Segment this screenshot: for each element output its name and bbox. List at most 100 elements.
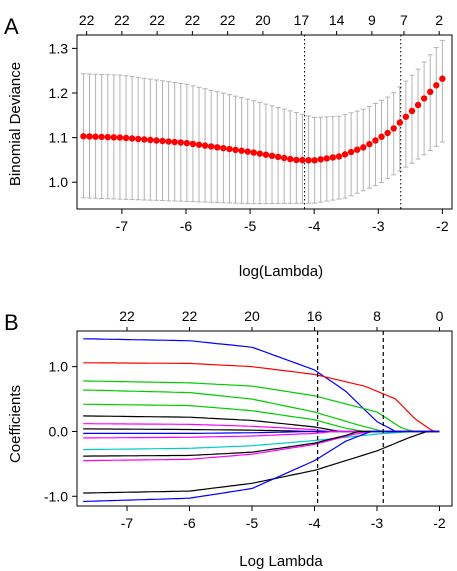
panel-a-xtick-label: -5 [244,218,257,234]
deviance-point [110,134,118,141]
panel-a-ytick-label: 1.0 [49,174,69,190]
deviance-point [171,138,178,146]
deviance-point [122,134,130,142]
deviance-point [433,82,440,89]
coefficient-path-2 [83,380,440,433]
deviance-point [98,133,105,141]
panel-b-top-tick-label: 0 [436,308,444,324]
panel-a-top-tick-label: 22 [220,12,236,28]
panel-a-xtick-label: -6 [180,218,193,234]
deviance-point [287,155,294,163]
coefficient-path-13 [83,430,440,494]
deviance-point [189,140,197,148]
deviance-point [402,113,410,120]
panel-a-letter: A [4,14,19,39]
panel-b-ylabel: Coefficients [7,385,24,463]
panel-a-top-tick-label: 14 [329,12,345,28]
deviance-point [341,151,349,158]
deviance-point [238,147,245,154]
panel-b-ytick-label: 1.0 [49,359,69,375]
deviance-point [159,137,166,145]
deviance-point [299,156,306,164]
deviance-point [92,133,99,140]
panel-a-top-tick-label: 22 [114,12,130,28]
panel-b-frame [76,330,453,507]
panel-a-frame [76,34,453,210]
deviance-point [335,153,343,160]
deviance-point [268,152,276,160]
panel-b-xtick-label: -6 [183,515,196,531]
panel-a-top-tick-label: 22 [149,12,165,28]
panel-a-xtick-label: -4 [308,218,321,234]
coefficient-path-3 [83,389,440,433]
deviance-point [214,144,221,151]
coefficient-path-0 [83,338,440,433]
deviance-point [183,139,191,147]
panel-a-plot: -7 -6 -5 -4 -3 -2 1.0 1.1 1.2 1.3 22 22 22 22 22 20 17 14… [49,12,453,234]
panel-b-xtick-label: -3 [371,515,384,531]
panel-b-xtick-label: -5 [246,515,259,531]
deviance-point [280,154,288,162]
deviance-point [262,151,270,158]
deviance-point [232,146,239,154]
panel-a-top-tick-label: 22 [185,12,201,28]
deviance-point [293,156,300,164]
deviance-point [147,136,154,144]
deviance-point [195,141,203,148]
coefficient-path-10 [83,430,440,451]
deviance-point [86,133,93,140]
panel-b-plot: -7 -6 -5 -4 -3 -2 -1.0 0.0 1.0 22 22 20 16 8 0 [44,308,453,531]
panel-b-top-tick-label: 22 [119,308,135,324]
deviance-point [305,157,312,164]
deviance-point [244,148,251,155]
deviance-point [104,133,111,141]
panel-a-ylabel: Binomial Deviance [7,62,24,186]
panel-b-ytick-label: -1.0 [44,488,68,504]
deviance-point [384,129,391,137]
deviance-point [329,154,337,161]
deviance-point [317,156,324,163]
deviance-point [390,125,397,132]
panel-a-top-tick-label: 9 [368,12,376,28]
deviance-point [360,144,367,151]
deviance-point [439,75,446,82]
panel-a-xtick-label: -7 [116,218,129,234]
deviance-point [396,119,403,126]
panel-a-xtick-label: -3 [372,218,385,234]
deviance-point [250,149,257,156]
panel-b-ytick-label: 0.0 [49,423,69,439]
deviance-point [207,143,215,150]
panel-b-xtick-label: -4 [308,515,321,531]
deviance-point [274,153,282,161]
deviance-point [366,140,373,148]
panel-a-xtick-label: -2 [436,218,449,234]
deviance-point [347,148,355,156]
deviance-point [134,135,142,143]
panel-a-ytick-label: 1.1 [49,130,69,146]
deviance-point [128,135,136,142]
deviance-point [427,88,434,96]
panel-a-top-tick-label: 7 [400,12,408,28]
deviance-point [80,133,87,140]
panel-a-top-tick-label: 2 [435,12,443,28]
deviance-point [153,137,160,144]
deviance-point [420,95,428,102]
deviance-point [372,137,379,144]
panel-a-xlabel: log(Lambda) [239,263,323,280]
deviance-point [220,144,227,152]
deviance-point [414,101,422,109]
deviance-point [408,107,416,115]
deviance-point [116,134,124,141]
deviance-point [226,145,233,153]
panel-b-xtick-label: -7 [121,515,134,531]
panel-a-ytick-label: 1.2 [49,85,69,101]
deviance-point [256,150,264,157]
deviance-point [177,139,184,146]
panel-a-top-tick-label: 17 [294,12,310,28]
panel-b-top-tick-label: 22 [182,308,198,324]
panel-b-letter: B [4,310,19,335]
panel-a-top-tick-label: 22 [79,12,95,28]
panel-b-top-tick-label: 20 [244,308,260,324]
panel-a-top-tick-label: 20 [255,12,271,28]
